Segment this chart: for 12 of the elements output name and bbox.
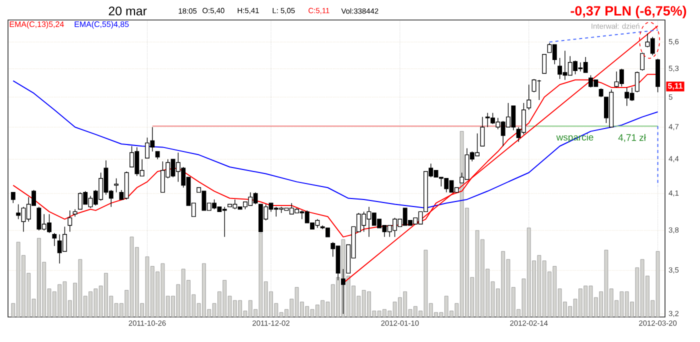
text: 20 mar <box>108 6 147 16</box>
candlestick <box>640 52 645 71</box>
candlestick <box>480 116 485 146</box>
candlestick <box>634 71 640 93</box>
candlestick <box>526 84 532 110</box>
text: -0,37 PLN (-6,75%) <box>570 6 686 18</box>
candlestick <box>68 210 72 232</box>
candlestick <box>52 232 57 246</box>
annotation: 4,71 zł <box>618 134 646 142</box>
candlestick <box>10 192 16 204</box>
candlestick <box>542 54 547 74</box>
line-series <box>12 80 658 209</box>
